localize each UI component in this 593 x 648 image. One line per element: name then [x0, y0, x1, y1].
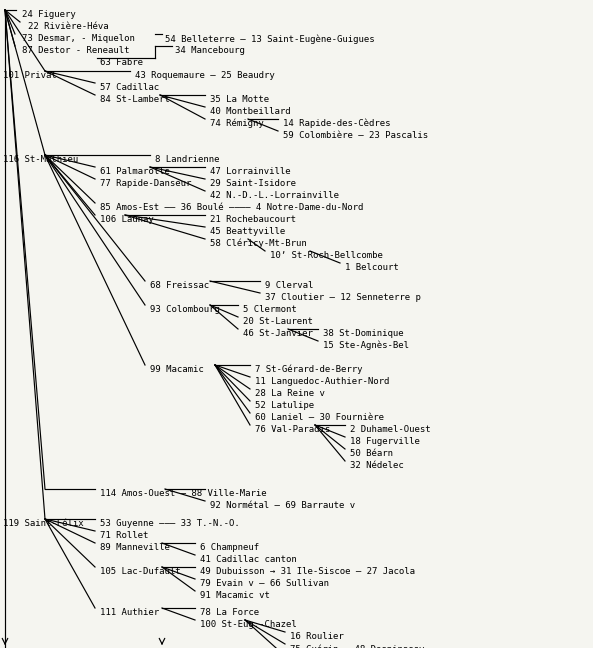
Text: 5 Clermont: 5 Clermont: [243, 305, 296, 314]
Text: 105 Lac-Dufault: 105 Lac-Dufault: [100, 567, 181, 576]
Text: 73 Desmar, - Miquelon: 73 Desmar, - Miquelon: [22, 34, 135, 43]
Text: 15 Ste-Agnès-Bel: 15 Ste-Agnès-Bel: [323, 341, 409, 351]
Text: 89 Manneville: 89 Manneville: [100, 543, 170, 552]
Text: 35 La Motte: 35 La Motte: [210, 95, 269, 104]
Text: 106 Launay: 106 Launay: [100, 215, 154, 224]
Text: 87 Destor - Reneault: 87 Destor - Reneault: [22, 46, 129, 55]
Text: 1 Belcourt: 1 Belcourt: [345, 263, 398, 272]
Text: 57 Cadillac: 57 Cadillac: [100, 83, 159, 92]
Text: 43 Roquemaure — 25 Beaudry: 43 Roquemaure — 25 Beaudry: [135, 71, 275, 80]
Text: 20 St-Laurent: 20 St-Laurent: [243, 317, 313, 326]
Text: 84 St-Lambert: 84 St-Lambert: [100, 95, 170, 104]
Text: 16 Roulier: 16 Roulier: [290, 632, 344, 641]
Text: 119 Saint-Félix: 119 Saint-Félix: [3, 519, 84, 528]
Text: 21 Rochebaucourt: 21 Rochebaucourt: [210, 215, 296, 224]
Text: 11 Languedoc-Authier-Nord: 11 Languedoc-Authier-Nord: [255, 377, 390, 386]
Text: 59 Colombière — 23 Pascalis: 59 Colombière — 23 Pascalis: [283, 131, 428, 140]
Text: 78 La Force: 78 La Force: [200, 608, 259, 617]
Text: 28 La Reine v: 28 La Reine v: [255, 389, 325, 398]
Text: 114 Amos-Ouest — 88 Ville-Marie: 114 Amos-Ouest — 88 Ville-Marie: [100, 489, 267, 498]
Text: 32 Nédelec: 32 Nédelec: [350, 461, 404, 470]
Text: 18 Fugerville: 18 Fugerville: [350, 437, 420, 446]
Text: 74 Rémigny: 74 Rémigny: [210, 119, 264, 128]
Text: 75 Guérin — 48 Despinassy: 75 Guérin — 48 Despinassy: [290, 644, 425, 648]
Text: 91 Macamic vt: 91 Macamic vt: [200, 591, 270, 600]
Text: 45 Beattyville: 45 Beattyville: [210, 227, 285, 236]
Text: 68 Freissac: 68 Freissac: [150, 281, 209, 290]
Text: 6 Champneuf: 6 Champneuf: [200, 543, 259, 552]
Text: 14 Rapide-des-Cèdres: 14 Rapide-des-Cèdres: [283, 119, 391, 128]
Text: 37 Cloutier — 12 Senneterre p: 37 Cloutier — 12 Senneterre p: [265, 293, 421, 302]
Text: 52 Latulipe: 52 Latulipe: [255, 401, 314, 410]
Text: 24 Figuery: 24 Figuery: [22, 10, 76, 19]
Text: 99 Macamic: 99 Macamic: [150, 365, 204, 374]
Text: 79 Evain v — 66 Sullivan: 79 Evain v — 66 Sullivan: [200, 579, 329, 588]
Text: 58 Cléricy-Mt-Brun: 58 Cléricy-Mt-Brun: [210, 239, 307, 248]
Text: 40 Montbeillard: 40 Montbeillard: [210, 107, 291, 116]
Text: 76 Val-Paradis: 76 Val-Paradis: [255, 425, 330, 434]
Text: 29 Saint-Isidore: 29 Saint-Isidore: [210, 179, 296, 188]
Text: 54 Belleterre — 13 Saint-Eugène-Guigues: 54 Belleterre — 13 Saint-Eugène-Guigues: [165, 34, 375, 43]
Text: 8 Landrienne: 8 Landrienne: [155, 155, 219, 164]
Text: 93 Colombourg: 93 Colombourg: [150, 305, 220, 314]
Text: 46 St-Janvier: 46 St-Janvier: [243, 329, 313, 338]
Text: 34 Mancebourg: 34 Mancebourg: [175, 46, 245, 55]
Text: 101 Privat: 101 Privat: [3, 71, 57, 80]
Text: 50 Béarn: 50 Béarn: [350, 449, 393, 458]
Text: 9 Clerval: 9 Clerval: [265, 281, 313, 290]
Text: 111 Authier: 111 Authier: [100, 608, 159, 617]
Text: 49 Dubuisson → 31 Ile-Siscoe — 27 Jacola: 49 Dubuisson → 31 Ile-Siscoe — 27 Jacola: [200, 567, 415, 576]
Text: 77 Rapide-Danseur: 77 Rapide-Danseur: [100, 179, 192, 188]
Text: 42 N.-D.-L.-Lorrainville: 42 N.-D.-L.-Lorrainville: [210, 191, 339, 200]
Text: 116 St-Mathieu: 116 St-Mathieu: [3, 155, 78, 164]
Text: 85 Amos-Est —— 36 Boulé ———— 4 Notre-Dame-du-Nord: 85 Amos-Est —— 36 Boulé ———— 4 Notre-Dam…: [100, 203, 364, 212]
Text: 2 Duhamel-Ouest: 2 Duhamel-Ouest: [350, 425, 431, 434]
Text: 10ʼ St-Roch-Bellcombe: 10ʼ St-Roch-Bellcombe: [270, 251, 383, 260]
Text: 100 St-Eug.-Chazel: 100 St-Eug.-Chazel: [200, 620, 296, 629]
Text: 41 Cadillac canton: 41 Cadillac canton: [200, 555, 296, 564]
Text: 53 Guyenne ——— 33 T.-N.-O.: 53 Guyenne ——— 33 T.-N.-O.: [100, 519, 240, 528]
Text: 47 Lorrainville: 47 Lorrainville: [210, 167, 291, 176]
Text: 38 St-Dominique: 38 St-Dominique: [323, 329, 404, 338]
Text: 71 Rollet: 71 Rollet: [100, 531, 148, 540]
Text: 22 Rivière-Héva: 22 Rivière-Héva: [28, 22, 109, 31]
Text: 60 Laniel — 30 Fournière: 60 Laniel — 30 Fournière: [255, 413, 384, 422]
Text: 7 St-Gérard-de-Berry: 7 St-Gérard-de-Berry: [255, 365, 362, 375]
Text: 61 Palmarolle: 61 Palmarolle: [100, 167, 170, 176]
Text: 63 Fabre: 63 Fabre: [100, 58, 143, 67]
Text: 92 Normétal — 69 Barraute v: 92 Normétal — 69 Barraute v: [210, 501, 355, 510]
